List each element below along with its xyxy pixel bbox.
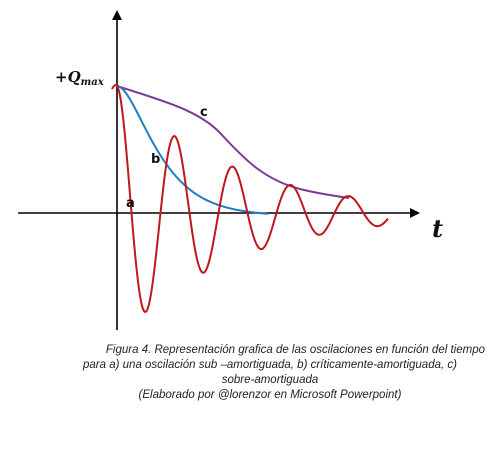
oscillation-diagram: +Qmax t a b c bbox=[18, 10, 443, 330]
curve-a-label: a bbox=[126, 196, 135, 211]
caption-line-4: (Elaborado por @lorenzor en Microsoft Po… bbox=[138, 389, 402, 401]
time-axis-label: t bbox=[432, 214, 443, 243]
caption-line-2: para a) una oscilación sub –amortiguada,… bbox=[83, 359, 457, 371]
qmax-label: +Qmax bbox=[55, 68, 105, 88]
caption-line-3: sobre-amortiguada bbox=[221, 374, 319, 386]
curve-b-label: b bbox=[151, 152, 160, 167]
caption-line-1: Figura 4. Representación grafica de las … bbox=[105, 344, 485, 356]
under-damped-curve bbox=[116, 85, 389, 314]
critically-damped-curve bbox=[116, 85, 269, 215]
curve-c-label: c bbox=[200, 105, 208, 120]
start-hook bbox=[111, 84, 119, 90]
figure-caption: Figura 4. Representación grafica de las … bbox=[55, 343, 485, 403]
over-damped-curve bbox=[116, 85, 350, 199]
